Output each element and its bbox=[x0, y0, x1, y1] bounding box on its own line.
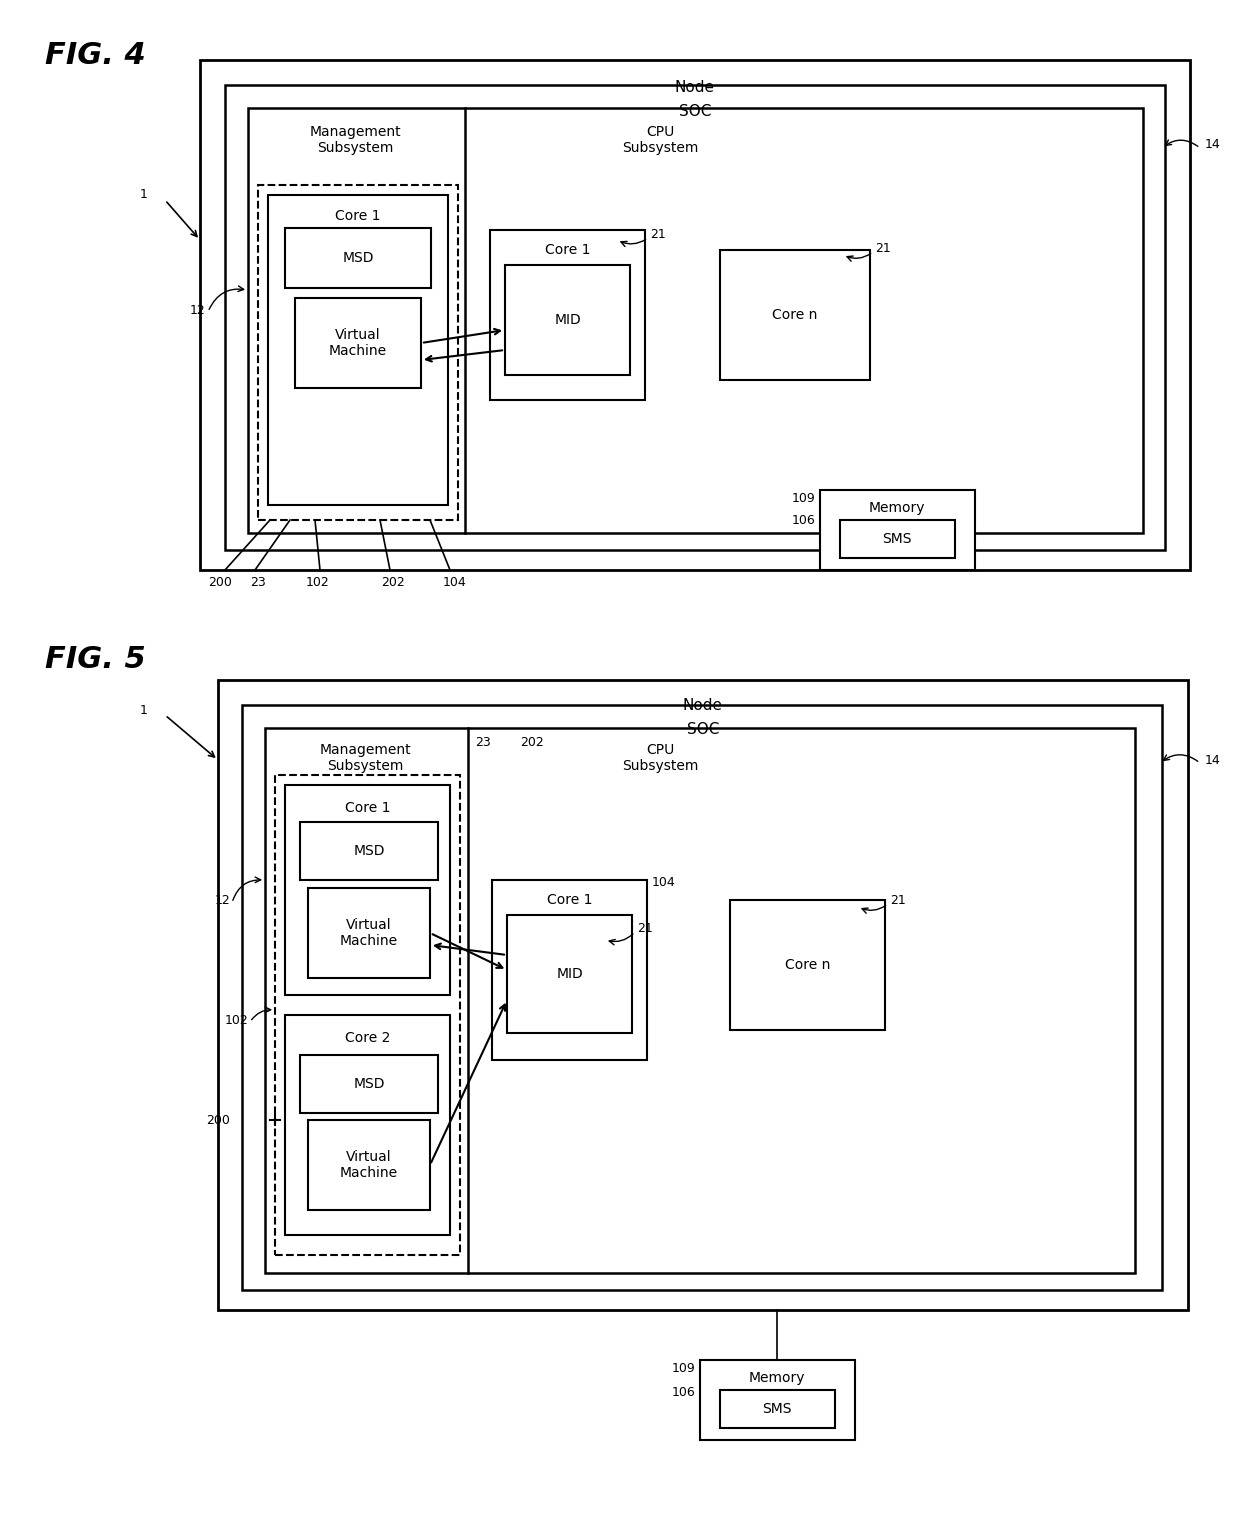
Bar bbox=[720, 1390, 835, 1428]
Text: 21: 21 bbox=[650, 229, 666, 242]
Text: 21: 21 bbox=[890, 893, 905, 907]
Bar bbox=[701, 1360, 856, 1440]
Text: 104: 104 bbox=[652, 875, 676, 889]
Text: SOC: SOC bbox=[678, 104, 712, 120]
Text: Memory: Memory bbox=[749, 1372, 805, 1385]
Text: 200: 200 bbox=[208, 575, 232, 589]
Text: SMS: SMS bbox=[763, 1402, 792, 1416]
Text: Memory: Memory bbox=[869, 501, 925, 515]
Text: 1: 1 bbox=[140, 704, 148, 716]
Text: Core 1: Core 1 bbox=[345, 801, 391, 815]
Bar bbox=[507, 914, 632, 1033]
Text: 102: 102 bbox=[224, 1013, 248, 1026]
Text: 21: 21 bbox=[875, 242, 890, 254]
Bar bbox=[200, 61, 1190, 569]
Text: Virtual
Machine: Virtual Machine bbox=[340, 1151, 398, 1179]
Text: MSD: MSD bbox=[353, 1076, 384, 1092]
Text: SOC: SOC bbox=[687, 722, 719, 737]
Text: SMS: SMS bbox=[882, 531, 911, 547]
Bar bbox=[839, 519, 955, 559]
Text: MSD: MSD bbox=[353, 843, 384, 858]
Bar bbox=[224, 85, 1166, 550]
Bar bbox=[248, 107, 1143, 533]
Bar bbox=[295, 298, 422, 388]
Bar bbox=[268, 195, 448, 506]
Text: CPU
Subsystem: CPU Subsystem bbox=[621, 743, 698, 774]
Bar bbox=[300, 1055, 438, 1113]
Text: 21: 21 bbox=[637, 922, 652, 934]
Bar bbox=[720, 250, 870, 380]
Text: 202: 202 bbox=[520, 736, 544, 748]
Text: Core 1: Core 1 bbox=[335, 209, 381, 223]
Text: Node: Node bbox=[683, 698, 723, 713]
Text: MID: MID bbox=[554, 313, 582, 327]
Text: 106: 106 bbox=[671, 1385, 694, 1399]
Text: Virtual
Machine: Virtual Machine bbox=[329, 329, 387, 359]
Text: 12: 12 bbox=[215, 893, 229, 907]
Bar bbox=[308, 1120, 430, 1210]
Text: FIG. 5: FIG. 5 bbox=[45, 645, 145, 675]
Text: Virtual
Machine: Virtual Machine bbox=[340, 917, 398, 948]
Bar bbox=[275, 775, 460, 1255]
Text: 202: 202 bbox=[381, 575, 405, 589]
Bar bbox=[285, 784, 450, 995]
Bar bbox=[820, 491, 975, 569]
Text: CPU
Subsystem: CPU Subsystem bbox=[621, 124, 698, 154]
Bar bbox=[505, 265, 630, 375]
Bar bbox=[285, 1014, 450, 1235]
Text: Management
Subsystem: Management Subsystem bbox=[319, 743, 410, 774]
Text: Core n: Core n bbox=[785, 958, 831, 972]
Bar bbox=[730, 899, 885, 1030]
Text: Core 1: Core 1 bbox=[547, 893, 593, 907]
Text: Core 2: Core 2 bbox=[345, 1031, 391, 1045]
Text: 14: 14 bbox=[1205, 754, 1220, 766]
Text: Core 1: Core 1 bbox=[546, 244, 590, 257]
Text: 200: 200 bbox=[206, 1113, 229, 1126]
Bar bbox=[265, 728, 1135, 1273]
Text: Node: Node bbox=[675, 80, 715, 95]
Bar bbox=[300, 822, 438, 880]
Text: MSD: MSD bbox=[342, 251, 373, 265]
Text: 109: 109 bbox=[671, 1361, 694, 1375]
Bar bbox=[242, 706, 1162, 1290]
Text: 106: 106 bbox=[791, 513, 815, 527]
Text: 1: 1 bbox=[140, 189, 148, 201]
Text: 14: 14 bbox=[1205, 138, 1220, 151]
Text: 23: 23 bbox=[475, 736, 491, 748]
Text: MID: MID bbox=[557, 967, 583, 981]
Bar bbox=[492, 880, 647, 1060]
Bar bbox=[258, 185, 458, 519]
Text: 104: 104 bbox=[443, 575, 467, 589]
Text: 23: 23 bbox=[250, 575, 265, 589]
Bar bbox=[308, 889, 430, 978]
Text: Management
Subsystem: Management Subsystem bbox=[309, 124, 401, 154]
Bar bbox=[218, 680, 1188, 1310]
Text: FIG. 4: FIG. 4 bbox=[45, 41, 145, 70]
Bar bbox=[490, 230, 645, 400]
Text: 109: 109 bbox=[791, 492, 815, 504]
Text: 102: 102 bbox=[306, 575, 330, 589]
Text: Core n: Core n bbox=[773, 307, 817, 322]
Text: 12: 12 bbox=[190, 303, 205, 316]
Bar bbox=[285, 229, 432, 288]
